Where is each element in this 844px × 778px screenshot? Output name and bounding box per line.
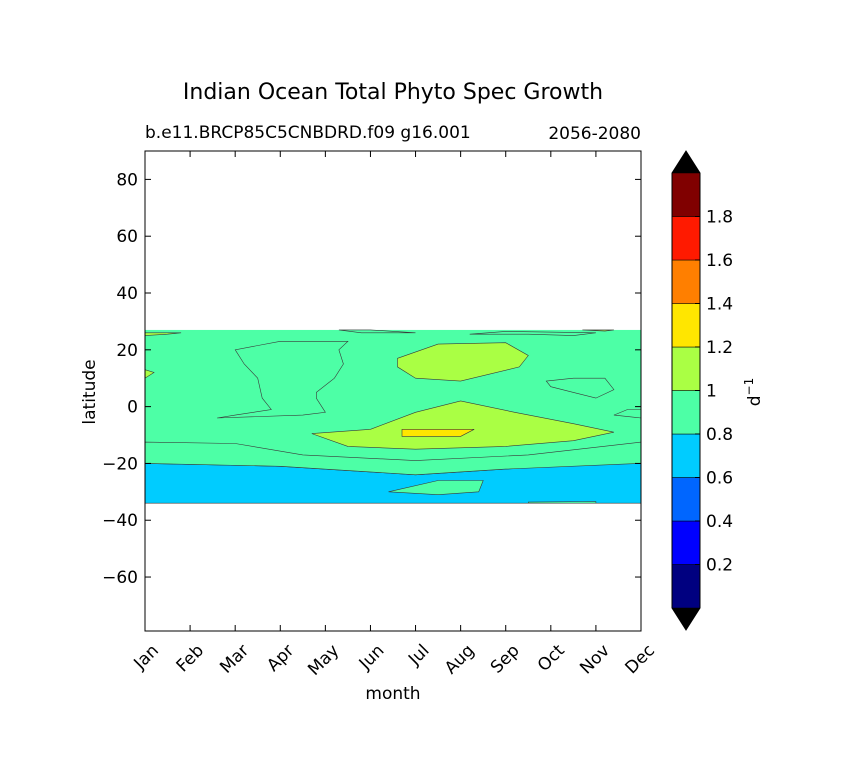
contour-region-9 <box>311 400 614 450</box>
colorbar-segment-5 <box>671 346 701 391</box>
x-tick-label-sep: Sep <box>487 641 524 678</box>
x-tick-label-nov: Nov <box>576 641 614 679</box>
y-axis-label: latitude <box>80 359 100 424</box>
colorbar-extend-bottom <box>672 608 700 630</box>
contour-region-8 <box>613 409 641 419</box>
y-tick-label-7: −60 <box>102 568 138 588</box>
colorbar-tick-label-4: 1 <box>706 382 717 402</box>
contour-region-14 <box>401 428 475 437</box>
colorbar-segment-7 <box>671 259 701 304</box>
colorbar-tick-label-3: 0.8 <box>706 425 733 445</box>
y-tick-label-4: 0 <box>127 398 138 418</box>
contour-regions <box>145 329 641 504</box>
y-tick-label-2: 40 <box>116 284 138 304</box>
contour-region-7 <box>545 377 615 399</box>
chart-title: Indian Ocean Total Phyto Spec Growth <box>183 80 603 105</box>
contour-region-2 <box>527 501 597 504</box>
y-tick-label-6: −40 <box>102 511 138 531</box>
colorbar-tick-label-5: 1.2 <box>706 338 733 358</box>
colorbar-tick-label-8: 1.8 <box>706 208 733 228</box>
colorbar-tick-label-7: 1.6 <box>706 251 733 271</box>
x-tick-label-aug: Aug <box>441 641 479 679</box>
colorbar-segment-0 <box>671 564 701 609</box>
y-tick-label-5: −20 <box>102 454 138 474</box>
colorbar-label-base: d <box>745 395 765 406</box>
contour-region-4 <box>217 340 349 419</box>
x-axis-label: month <box>365 684 420 704</box>
colorbar-segment-9 <box>671 172 701 217</box>
y-tick-label-3: 20 <box>116 341 138 361</box>
x-tick-label-oct: Oct <box>534 641 569 676</box>
colorbar-label-exponent: −1 <box>742 378 756 396</box>
colorbar-tick-label-0: 0.2 <box>706 556 733 576</box>
colorbar-label: d−1 <box>742 378 765 407</box>
y-tick-label-0: 80 <box>116 170 138 190</box>
colorbar-segment-2 <box>671 477 701 522</box>
contour-region-13 <box>582 329 614 332</box>
colorbar-outline <box>671 150 701 631</box>
chart-subtitle-right: 2056-2080 <box>548 124 641 144</box>
x-tick-label-mar: Mar <box>216 641 253 678</box>
x-tick-label-apr: Apr <box>263 641 298 676</box>
contour-region-12 <box>145 369 155 379</box>
x-tick-label-jul: Jul <box>404 641 433 670</box>
colorbar-tick-label-1: 0.4 <box>706 512 733 532</box>
x-tick-label-dec: Dec <box>622 641 659 678</box>
contour-region-5 <box>338 329 416 334</box>
colorbar-segment-1 <box>671 520 701 565</box>
colorbar-segment-8 <box>671 216 701 261</box>
contour-region-3 <box>145 441 641 476</box>
x-tick-label-may: May <box>304 641 343 680</box>
contour-region-10 <box>397 342 529 382</box>
contour-region-6 <box>469 331 596 336</box>
colorbar-tick-label-6: 1.4 <box>706 295 733 315</box>
plot-frame <box>144 150 642 632</box>
y-tick-label-1: 60 <box>116 227 138 247</box>
contour-region-1 <box>388 480 484 496</box>
y-axis: 80 60 40 20 0 −20 −40 −60 <box>102 170 641 588</box>
colorbar-segment-6 <box>671 303 701 348</box>
colorbar: 0.2 0.4 0.6 0.8 1 1.2 1.4 1.6 1.8 <box>671 150 733 631</box>
x-tick-label-jan: Jan <box>130 641 163 674</box>
chart-subtitle-left: b.e11.BRCP85C5CNBDRD.f09 g16.001 <box>145 123 471 143</box>
colorbar-tick-label-2: 0.6 <box>706 469 733 489</box>
colorbar-segment-3 <box>671 433 701 478</box>
x-tick-label-feb: Feb <box>173 641 208 676</box>
colorbar-segment-4 <box>671 390 701 435</box>
x-tick-label-jun: Jun <box>355 641 389 675</box>
colorbar-extend-top <box>672 151 700 173</box>
contour-region-11 <box>145 332 182 336</box>
